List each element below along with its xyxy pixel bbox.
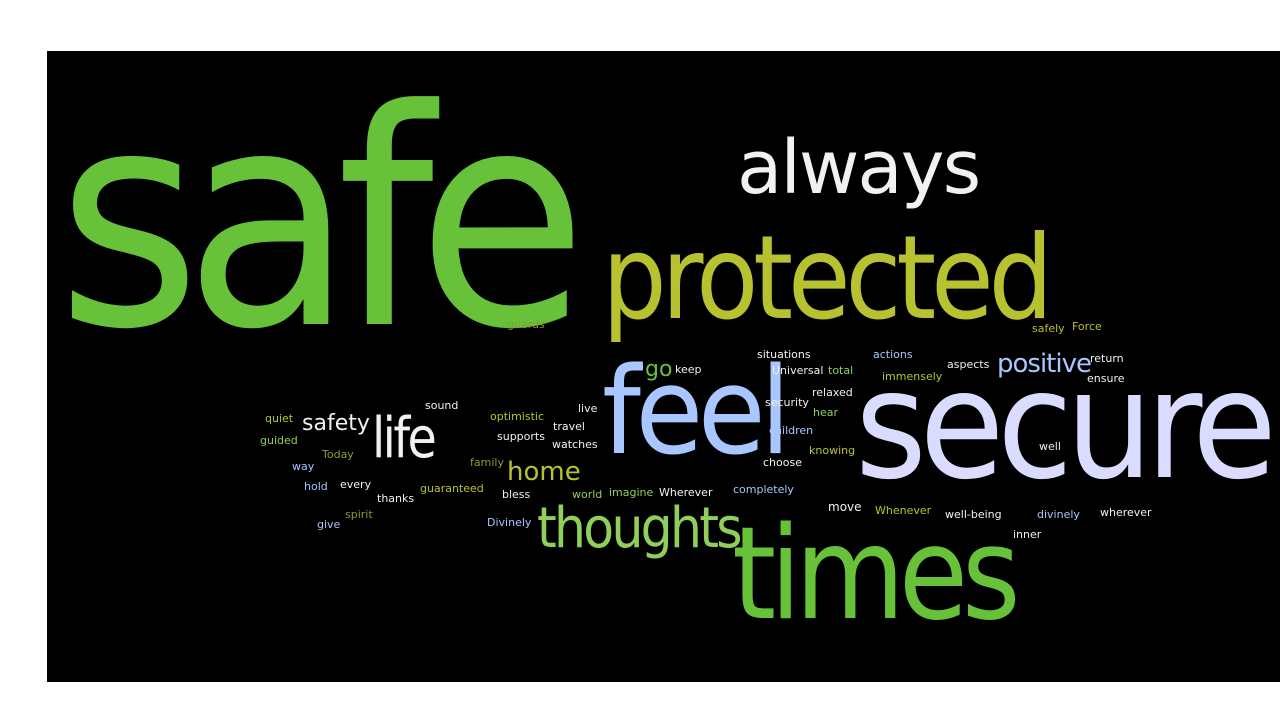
- word-protected: protected: [602, 211, 1053, 346]
- word-guided: guided: [260, 434, 298, 447]
- word-family: family: [470, 456, 504, 469]
- word-give: give: [317, 518, 341, 531]
- word-ensure: ensure: [1087, 372, 1125, 385]
- word-secure: secure: [855, 339, 1277, 513]
- word-life: life: [372, 406, 437, 471]
- word-divinely: divinely: [1037, 508, 1080, 521]
- word-aspects: aspects: [947, 358, 990, 371]
- word-today: Today: [322, 448, 354, 461]
- word-go: go: [645, 357, 673, 382]
- word-force: Force: [1072, 320, 1102, 333]
- word-quiet: quiet: [265, 412, 294, 425]
- word-times: times: [732, 500, 1021, 649]
- word-total: total: [828, 364, 854, 377]
- word-positive: positive: [997, 349, 1092, 379]
- word-supports: supports: [497, 430, 545, 443]
- word-travel: travel: [553, 420, 585, 433]
- word-every: every: [340, 478, 372, 491]
- word-choose: choose: [763, 456, 802, 469]
- word-well-being: well-being: [945, 508, 1002, 521]
- word-security: security: [765, 396, 809, 409]
- word-completely: completely: [733, 483, 794, 496]
- word-live: live: [578, 402, 598, 415]
- word-cloud: safe always protected feel secure times …: [47, 51, 1280, 682]
- word-situations: situations: [757, 348, 811, 361]
- word-wherever-cap: Wherever: [659, 486, 713, 499]
- word-move: move: [828, 500, 862, 514]
- word-guaranteed: guaranteed: [420, 482, 484, 495]
- word-bless: bless: [502, 488, 531, 501]
- word-actions: actions: [873, 348, 913, 361]
- word-hold: hold: [304, 480, 328, 493]
- word-way: way: [292, 460, 315, 473]
- word-watches: watches: [552, 438, 598, 451]
- word-hear: hear: [813, 406, 839, 419]
- word-wherever: wherever: [1100, 506, 1152, 519]
- word-sound: sound: [425, 399, 459, 412]
- word-safety: safety: [302, 411, 370, 436]
- word-divinely-cap: Divinely: [487, 516, 532, 529]
- word-keep: keep: [675, 363, 702, 376]
- word-thoughts: thoughts: [537, 496, 743, 561]
- word-imagine: imagine: [609, 486, 654, 499]
- word-optimistic: optimistic: [490, 410, 545, 423]
- word-safely: safely: [1032, 322, 1065, 335]
- word-knowing: knowing: [809, 444, 856, 457]
- word-world: world: [572, 488, 603, 501]
- word-immensely: immensely: [882, 370, 943, 383]
- word-relaxed: relaxed: [812, 386, 853, 399]
- word-guards: guards: [507, 318, 545, 331]
- word-universal: Universal: [772, 364, 824, 377]
- word-return: return: [1090, 352, 1124, 365]
- word-children: children: [769, 424, 814, 437]
- word-inner: inner: [1013, 528, 1042, 541]
- word-thanks: thanks: [377, 492, 415, 505]
- word-safe: safe: [57, 51, 587, 395]
- word-well: well: [1039, 440, 1061, 453]
- word-always: always: [737, 125, 981, 211]
- word-spirit: spirit: [345, 508, 373, 521]
- word-whenever: Whenever: [875, 504, 932, 517]
- word-feel: feel: [602, 343, 791, 482]
- word-home: home: [507, 457, 581, 487]
